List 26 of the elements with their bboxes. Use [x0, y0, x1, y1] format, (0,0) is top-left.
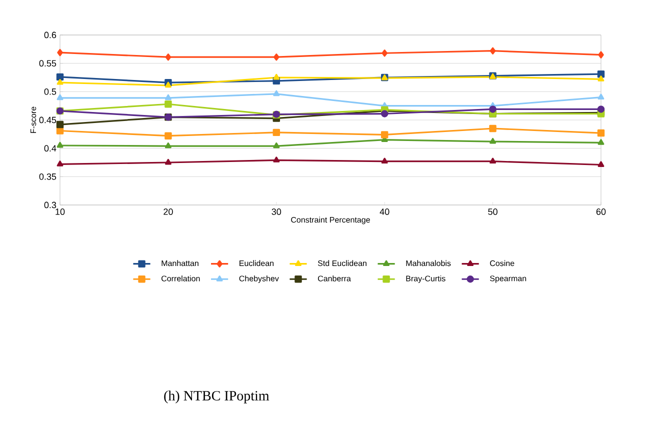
legend-label: Canberra: [318, 275, 351, 282]
y-tick-label: 0.45: [39, 116, 56, 124]
legend-label: Cosine: [490, 260, 514, 266]
y-tick-label: 0.6: [44, 32, 56, 38]
legend-label: Bray-Curtis: [406, 275, 446, 283]
y-tick-label: 0.3: [44, 202, 56, 208]
y-tick-label: 0.35: [39, 173, 56, 180]
x-tick-label: 60: [596, 208, 606, 215]
legend-label: Mahanalobis: [406, 260, 451, 266]
y-axis-title: F-score: [30, 106, 36, 133]
y-tick-label: 0.55: [39, 60, 56, 67]
x-tick-label: 40: [380, 208, 390, 215]
text: (h) NTBC IPoptim: [164, 390, 270, 404]
legend-label: Manhattan: [162, 260, 198, 266]
legend-label: Spearman: [490, 276, 526, 283]
x-tick-label: 30: [272, 208, 282, 215]
x-tick-label: 10: [56, 208, 65, 215]
legend-label: Euclidean: [240, 260, 274, 266]
legend-label: Chebyshev: [239, 275, 279, 283]
y-tick-label: 0.5: [44, 88, 56, 95]
x-axis-title: Constraint Percentage: [291, 216, 370, 224]
legend-label: Correlation: [162, 275, 200, 282]
x-tick-label: 50: [488, 208, 498, 215]
x-tick-label: 20: [164, 208, 173, 215]
legend-label: Std Euclidean: [318, 260, 366, 266]
y-tick-label: 0.4: [44, 145, 56, 152]
